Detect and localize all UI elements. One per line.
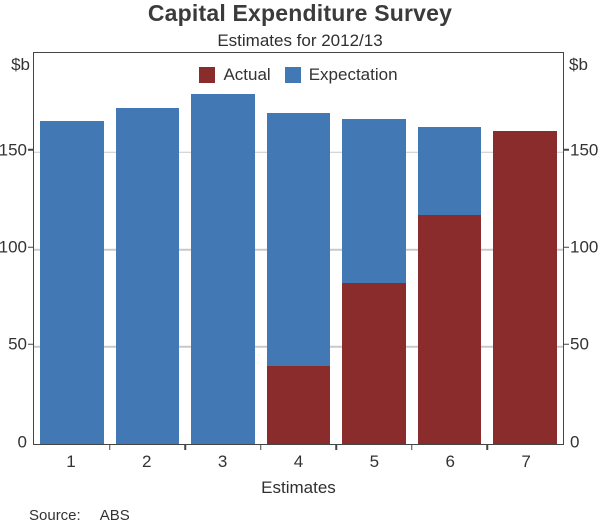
source-value: ABS (99, 507, 130, 524)
x-tick-label-1: 1 (66, 452, 76, 471)
bar-group-6 (412, 55, 488, 444)
y-axis-unit-left: $b (11, 55, 30, 74)
legend-swatch-actual-icon (199, 67, 216, 83)
bar-group-3 (185, 55, 261, 444)
y-tick-left-100 (28, 246, 34, 248)
expectation-segment-6 (417, 126, 482, 215)
y-axis-unit-right: $b (569, 55, 588, 74)
x-axis-title: Estimates (261, 478, 336, 497)
source-note: Source: ABS (29, 507, 130, 524)
source-label: Source: (29, 507, 81, 524)
actual-segment-7 (493, 130, 557, 444)
plot-area: Actual Expectation 0 0 50 50 100 100 150 150 (0, 52, 598, 450)
y-tick-left-50 (28, 343, 34, 345)
chart-title: Capital Expenditure Survey (147, 0, 453, 26)
legend-label-expectation: Expectation (308, 65, 398, 84)
y-tick-label-right-0: 0 (570, 432, 580, 451)
x-tick-label-6: 6 (445, 452, 455, 471)
y-tick-right-50 (563, 343, 569, 345)
y-tick-right-100 (563, 246, 569, 248)
legend-item-actual: Actual (199, 65, 271, 85)
x-boundary-tick-6 (486, 444, 489, 450)
legend-item-expectation: Expectation (284, 65, 398, 85)
expectation-segment-5 (342, 119, 406, 283)
y-tick-label-right-50: 50 (570, 334, 589, 354)
expectation-segment-4 (266, 113, 331, 367)
y-tick-label-left-0: 0 (17, 432, 27, 451)
y-tick-label-right-150: 150 (570, 140, 599, 160)
bar-6 (417, 55, 482, 444)
bar-4 (266, 55, 331, 444)
x-tick-label-4: 4 (293, 452, 304, 471)
y-tick-right-150 (563, 149, 569, 151)
y-tick-left-150 (28, 149, 34, 151)
legend-swatch-expectation-icon (284, 67, 301, 83)
bar-group-7 (487, 55, 563, 444)
y-tick-label-right-100: 100 (570, 237, 599, 257)
x-tick-label-2: 2 (142, 452, 152, 471)
bar-group-1 (34, 55, 110, 444)
bars-layer (34, 55, 563, 444)
bar-group-4 (261, 55, 337, 444)
chart-subtitle: Estimates for 2012/13 (217, 31, 383, 50)
bar-5 (342, 55, 406, 444)
x-tick-label-3: 3 (217, 452, 228, 471)
bar-2 (115, 55, 180, 444)
expectation-segment-3 (191, 93, 255, 444)
bar-group-2 (110, 55, 186, 444)
legend: Actual Expectation (34, 65, 563, 85)
x-tick-label-5: 5 (369, 452, 380, 471)
bar-1 (40, 55, 104, 444)
expectation-segment-1 (40, 121, 104, 444)
bar-7 (493, 55, 557, 444)
x-boundary-tick-3 (259, 444, 262, 450)
y-tick-label-left-100: 100 (0, 237, 27, 257)
bar-3 (191, 55, 255, 444)
actual-segment-5 (342, 282, 406, 444)
x-boundary-tick-1 (108, 444, 111, 450)
actual-segment-6 (417, 214, 482, 444)
x-boundary-tick-2 (184, 444, 186, 450)
bar-group-5 (336, 55, 412, 444)
actual-segment-4 (266, 366, 331, 444)
y-tick-label-left-150: 150 (0, 140, 27, 160)
value-area (34, 55, 563, 444)
legend-label-actual: Actual (223, 65, 271, 84)
expectation-segment-2 (115, 107, 180, 444)
x-tick-label-7: 7 (521, 452, 531, 471)
x-boundary-tick-5 (411, 444, 413, 450)
y-tick-label-left-50: 50 (8, 334, 27, 354)
x-boundary-tick-4 (335, 444, 338, 450)
x-axis-labels: 1 2 3 4 5 6 7 (33, 452, 564, 472)
